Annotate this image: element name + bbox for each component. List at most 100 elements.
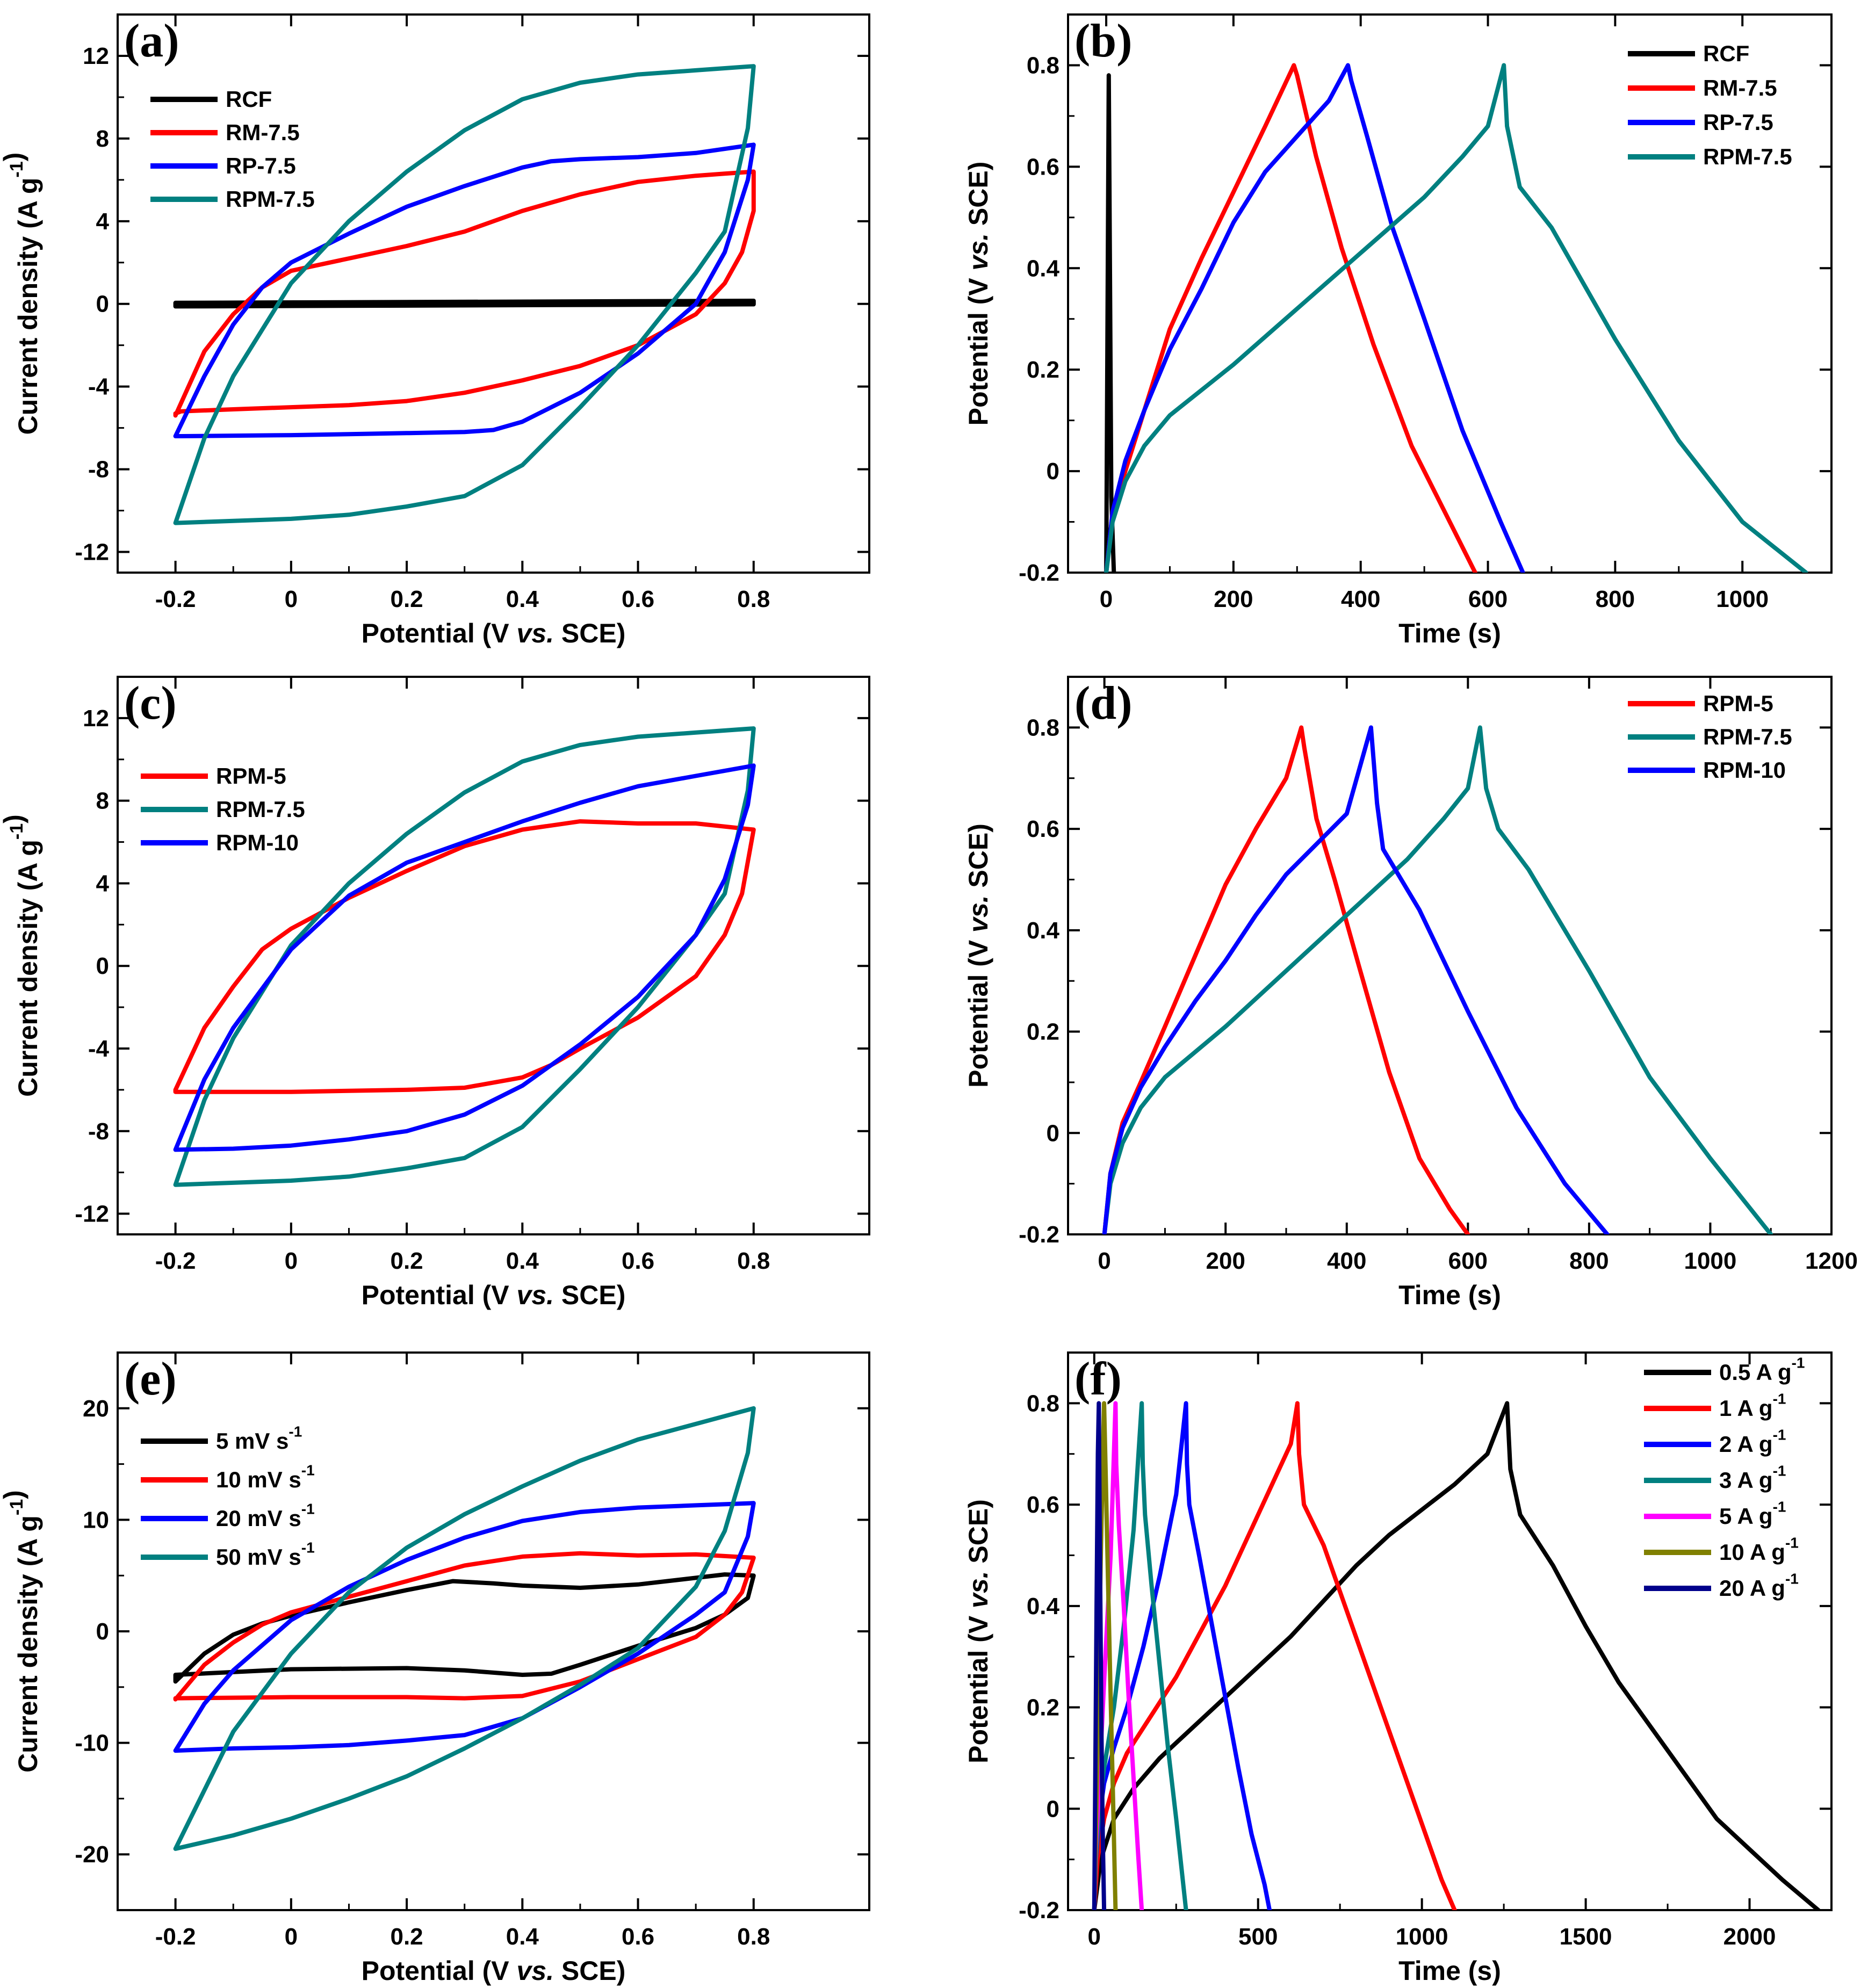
y-tick-label: 8 xyxy=(96,126,109,152)
y-tick-label: 0.8 xyxy=(1027,1390,1059,1416)
x-tick-label: 0 xyxy=(285,586,298,612)
x-axis-label: Potential (V vs. SCE) xyxy=(362,1280,626,1310)
series-line-RCF xyxy=(1104,73,1116,573)
x-tick-label: 1200 xyxy=(1805,1248,1858,1274)
x-tick-label: 200 xyxy=(1214,586,1253,612)
legend-label: RPM-10 xyxy=(216,830,299,855)
series-line-RPM-5 xyxy=(173,819,756,1094)
y-tick-label: 0.4 xyxy=(1027,917,1060,944)
x-tick-label: 600 xyxy=(1468,586,1508,612)
x-tick-label: 0.8 xyxy=(737,1924,770,1950)
legend-label: RPM-7.5 xyxy=(1703,724,1792,749)
series-group xyxy=(173,726,756,1187)
panel-b: 0 200 400 600 800 1000 -0.2 0 0.2 0.4 0.6 0.8 Time (… xyxy=(963,13,1833,648)
legend-label: RP-7.5 xyxy=(226,153,296,178)
legend-label: RP-7.5 xyxy=(1703,110,1773,135)
legend-label: RPM-5 xyxy=(1703,691,1773,716)
x-tick-label: 0.6 xyxy=(622,1248,654,1274)
x-tick-label: 800 xyxy=(1596,586,1635,612)
x-tick-label: 0.2 xyxy=(390,1924,423,1950)
y-tick-label: -4 xyxy=(88,374,110,400)
panel-a: -0.2 0 0.2 0.4 0.6 0.8 -12 -8 -4 0 4 8 12 Potential (… xyxy=(0,13,870,648)
y-tick-label: 0.2 xyxy=(1027,1019,1059,1045)
series-line-RP-7.5 xyxy=(1104,63,1525,573)
y-tick-label: -4 xyxy=(88,1036,110,1062)
legend-label: 10 mV s-1 xyxy=(216,1462,315,1492)
y-tick-label: 12 xyxy=(83,43,109,69)
legend-label: 5 A g-1 xyxy=(1719,1499,1786,1529)
panel-e: -0.2 0 0.2 0.4 0.6 0.8 -20 -10 0 10 20 Potential (V… xyxy=(0,1351,870,1986)
legend-label: RM-7.5 xyxy=(1703,75,1777,100)
x-tick-label: 0 xyxy=(1098,1248,1110,1274)
series-line-RP-7.5 xyxy=(173,142,756,438)
y-tick-label: 0.2 xyxy=(1027,1695,1059,1721)
legend-label: RPM-5 xyxy=(216,763,286,789)
x-tick-label: 600 xyxy=(1448,1248,1488,1274)
y-axis-label: Potential (V vs. SCE) xyxy=(963,823,993,1088)
series-line-20-mV-s-1 xyxy=(173,1501,756,1753)
series-line-RPM-7.5 xyxy=(173,64,756,525)
x-tick-label: -0.2 xyxy=(155,586,196,612)
legend-label: 20 A g-1 xyxy=(1719,1571,1799,1601)
x-tick-label: 0 xyxy=(285,1248,298,1274)
y-tick-label: -0.2 xyxy=(1019,1897,1059,1924)
legend-label: RCF xyxy=(1703,41,1749,66)
legend-label: RPM-7.5 xyxy=(226,186,315,212)
series-line-50-mV-s-1 xyxy=(173,1406,756,1851)
series-line-10-mV-s-1 xyxy=(173,1551,756,1702)
series-line-RPM-5 xyxy=(1102,725,1470,1234)
y-tick-label: 0.8 xyxy=(1027,52,1059,78)
plot-frame xyxy=(1067,676,1833,1235)
x-tick-label: 0.6 xyxy=(622,586,654,612)
series-line-20-A-g-1 xyxy=(1092,1401,1107,1910)
legend-label: 5 mV s-1 xyxy=(216,1423,302,1454)
x-tick-label: 0.8 xyxy=(737,1248,770,1274)
series-line-RM-7.5 xyxy=(173,169,756,418)
x-axis-label: Time (s) xyxy=(1398,1280,1501,1310)
x-tick-label: 0.4 xyxy=(506,586,539,612)
legend-label: RPM-7.5 xyxy=(216,797,305,822)
legend-label: 0.5 A g-1 xyxy=(1719,1355,1805,1385)
legend-label: 3 A g-1 xyxy=(1719,1463,1786,1493)
series-line-RCF xyxy=(173,299,756,309)
x-tick-label: 0 xyxy=(1100,586,1113,612)
legend-label: 1 A g-1 xyxy=(1719,1391,1786,1421)
x-tick-label: 500 xyxy=(1238,1924,1278,1950)
series-group xyxy=(1104,63,1808,573)
legend-label: RPM-7.5 xyxy=(1703,144,1792,169)
panel-d: 0 200 400 600 800 1000 1200 -0.2 0 0.2 0.4 0.6 0.8 Ti… xyxy=(963,676,1858,1310)
y-tick-label: -12 xyxy=(75,1201,109,1227)
y-axis-label: Potential (V vs. SCE) xyxy=(963,162,993,426)
y-tick-label: 0.8 xyxy=(1027,714,1059,741)
plot-frame xyxy=(117,676,870,1235)
x-tick-label: 400 xyxy=(1327,1248,1366,1274)
legend-label: RCF xyxy=(226,86,272,112)
legend-label: 2 A g-1 xyxy=(1719,1427,1786,1457)
y-tick-label: -0.2 xyxy=(1019,1221,1059,1248)
x-tick-label: 800 xyxy=(1569,1248,1609,1274)
plot-frame xyxy=(117,13,870,574)
x-tick-label: 1000 xyxy=(1716,586,1769,612)
x-tick-label: -0.2 xyxy=(155,1924,196,1950)
x-axis-label: Time (s) xyxy=(1398,1956,1501,1986)
y-tick-label: 0 xyxy=(96,1618,109,1645)
y-tick-label: -0.2 xyxy=(1019,560,1059,586)
series-line-5-mV-s-1 xyxy=(173,1572,756,1684)
y-tick-label: -8 xyxy=(88,457,109,483)
panel-label: (f) xyxy=(1074,1353,1122,1405)
y-tick-label: 0 xyxy=(1047,1120,1059,1146)
y-tick-label: 0.4 xyxy=(1027,255,1060,281)
x-tick-label: 200 xyxy=(1206,1248,1245,1274)
x-tick-label: 0.4 xyxy=(506,1924,539,1950)
y-tick-label: -12 xyxy=(75,539,109,566)
series-group xyxy=(1102,725,1773,1234)
x-axis-label: Potential (V vs. SCE) xyxy=(362,618,626,648)
x-tick-label: 0.2 xyxy=(390,1248,423,1274)
y-tick-label: 0 xyxy=(1047,458,1059,485)
x-tick-label: 1000 xyxy=(1684,1248,1736,1274)
panel-label: (d) xyxy=(1074,677,1133,729)
x-tick-label: 0.6 xyxy=(622,1924,654,1950)
x-tick-label: 400 xyxy=(1341,586,1380,612)
x-tick-label: -0.2 xyxy=(155,1248,196,1274)
